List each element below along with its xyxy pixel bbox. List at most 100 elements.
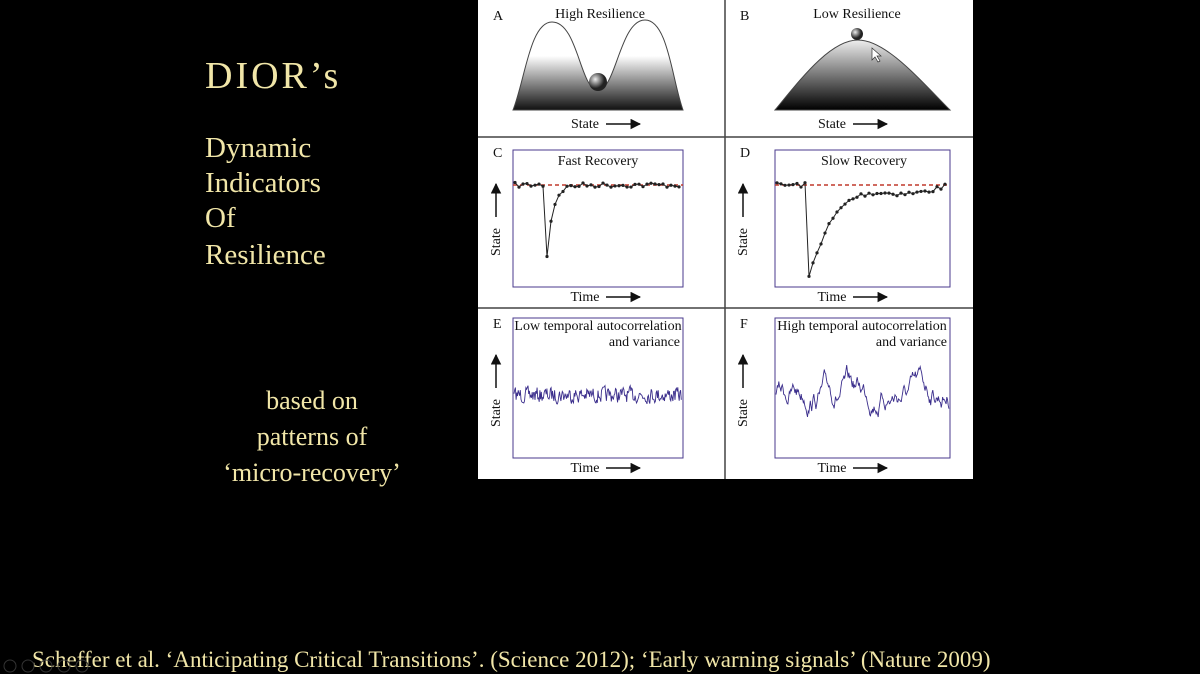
- sample-point: [525, 181, 529, 186]
- x-axis-label: Time: [817, 461, 846, 476]
- citation: Scheffer et al. ‘Anticipating Critical T…: [32, 647, 991, 672]
- subtitle-line: Resilience: [205, 239, 326, 271]
- sample-point: [831, 216, 835, 220]
- hill-landscape: [773, 39, 952, 111]
- sample-point: [545, 254, 549, 259]
- sample-point: [855, 195, 859, 199]
- noise-series: [775, 364, 950, 418]
- sample-point: [549, 219, 553, 223]
- sample-point: [851, 197, 855, 201]
- x-axis-label: State: [818, 117, 846, 132]
- panel-title: Low Resilience: [813, 7, 900, 22]
- sample-point: [517, 185, 521, 189]
- sample-point: [783, 183, 787, 187]
- note-line: ‘micro-recovery’: [223, 458, 401, 487]
- sample-point: [625, 185, 629, 189]
- sample-point: [843, 202, 847, 206]
- note: based on patterns of ‘micro-recovery’: [223, 386, 401, 487]
- sample-point: [847, 198, 851, 202]
- sample-point: [939, 187, 943, 191]
- nav-button[interactable]: [3, 659, 17, 673]
- sample-point: [911, 192, 915, 196]
- plot-frame: [512, 149, 684, 288]
- nav-button[interactable]: [57, 659, 71, 673]
- sample-point: [835, 210, 839, 214]
- sample-point: [649, 181, 653, 185]
- x-axis-label: State: [571, 117, 599, 132]
- noise-series: [513, 384, 682, 405]
- slide-title: DIOR’s: [205, 55, 341, 97]
- sample-point: [633, 182, 637, 186]
- plot-frame: [512, 317, 684, 459]
- sample-point: [787, 183, 791, 187]
- sample-point: [943, 182, 947, 186]
- subtitle-line: Dynamic: [205, 132, 311, 164]
- nav-button[interactable]: [39, 659, 53, 673]
- nav-button[interactable]: [75, 659, 89, 673]
- sample-point: [597, 184, 601, 189]
- sample-point: [867, 191, 871, 195]
- sample-point: [791, 183, 795, 187]
- panel-title: and variance: [609, 335, 680, 350]
- sample-point: [533, 183, 537, 187]
- sample-point: [819, 242, 823, 246]
- sample-point: [669, 183, 673, 187]
- sample-point: [903, 193, 907, 197]
- sample-point: [601, 181, 605, 185]
- sample-point: [653, 182, 657, 186]
- sample-point: [795, 181, 799, 186]
- sample-point: [529, 184, 533, 188]
- panel-title: Fast Recovery: [558, 154, 638, 169]
- panel-letter: C: [493, 146, 502, 161]
- sample-point: [617, 184, 621, 188]
- ball: [851, 28, 863, 40]
- sample-point: [883, 191, 887, 195]
- sample-point: [803, 181, 807, 185]
- sample-point: [593, 185, 597, 189]
- y-axis-label: State: [489, 399, 504, 427]
- sample-point: [799, 185, 803, 189]
- panel-title: High temporal autocorrelation: [777, 319, 947, 334]
- plot-frame: [774, 149, 951, 288]
- sample-point: [537, 182, 541, 186]
- sample-point: [931, 190, 935, 194]
- sample-point: [553, 202, 557, 207]
- sample-point: [815, 251, 819, 255]
- sample-point: [879, 191, 883, 196]
- mouse-cursor: [871, 47, 882, 63]
- sample-point: [863, 194, 867, 198]
- sample-point: [899, 191, 903, 195]
- sample-point: [581, 181, 585, 185]
- sample-point: [621, 183, 625, 187]
- sample-point: [609, 185, 613, 189]
- sample-point: [605, 183, 609, 187]
- nav-controls: [3, 659, 89, 673]
- sample-point: [811, 261, 815, 265]
- x-axis-label: Time: [817, 290, 846, 305]
- sample-point: [521, 182, 525, 186]
- sample-point: [577, 184, 581, 188]
- sample-point: [569, 184, 573, 188]
- panel-dividers: [478, 0, 973, 479]
- sample-point: [641, 185, 645, 189]
- sample-point: [871, 193, 875, 197]
- sample-point: [887, 191, 891, 195]
- panel-letter: F: [740, 317, 748, 332]
- nav-button[interactable]: [21, 659, 35, 673]
- sample-point: [573, 185, 577, 189]
- subtitle-line: Indicators: [205, 167, 321, 199]
- sample-point: [859, 192, 863, 196]
- panel-title: Slow Recovery: [821, 154, 907, 169]
- sample-point: [589, 183, 593, 187]
- ball: [589, 73, 607, 91]
- sample-point: [645, 182, 649, 186]
- sample-point: [891, 192, 895, 196]
- sample-point: [613, 184, 617, 188]
- sample-point: [907, 190, 911, 194]
- y-axis-label: State: [736, 399, 751, 427]
- sample-point: [779, 182, 783, 186]
- sample-point: [915, 190, 919, 194]
- sample-point: [875, 191, 879, 196]
